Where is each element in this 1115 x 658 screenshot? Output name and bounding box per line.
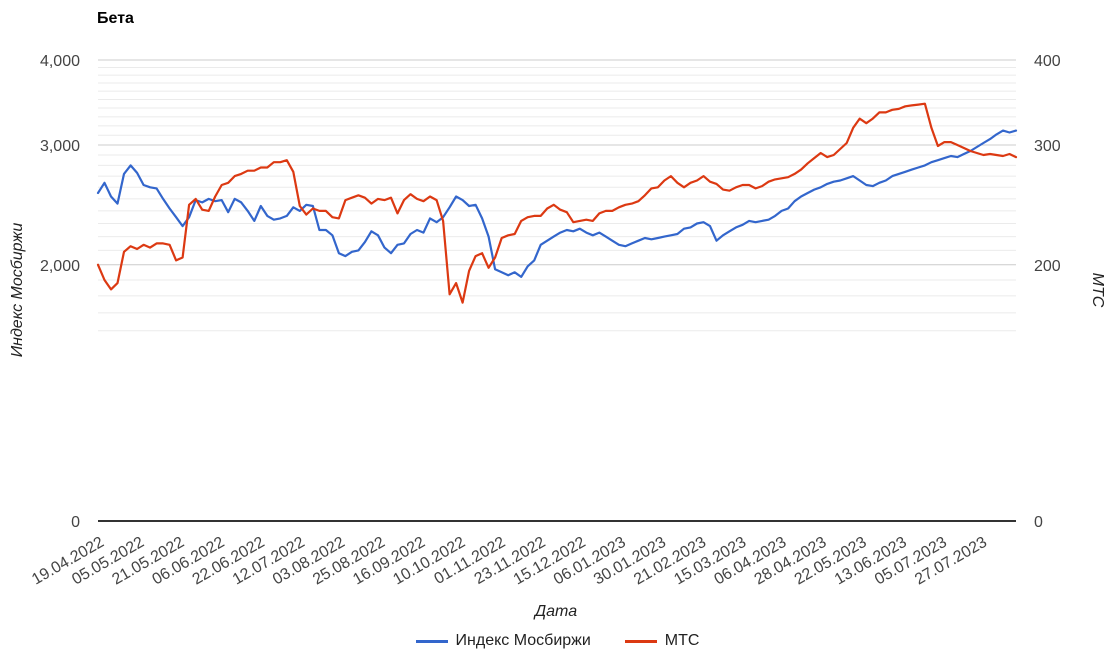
y-right-tick-label: 400 [1034,53,1061,70]
legend-item-mts[interactable]: МТС [624,632,700,650]
legend: Индекс Мосбиржи МТС [0,632,1115,650]
chart-title: Бета [97,10,134,27]
y-axis-right-label: МТС [1089,272,1106,308]
y-right-tick-label: 200 [1034,258,1061,275]
tick-labels: 4,0003,0002,0000400300200019.04.202205.0… [29,53,1061,589]
series-line-mts [96,102,1018,304]
y-axis-left-label: Индекс Мосбиржи [9,222,26,358]
legend-label-moex: Индекс Мосбиржи [455,632,591,649]
y-left-tick-label: 0 [71,514,80,531]
series-lines [96,102,1018,304]
y-left-tick-label: 4,000 [40,53,80,70]
x-axis-label: Дата [534,603,578,620]
legend-swatch-mts [624,639,657,643]
y-left-tick-label: 2,000 [40,258,80,275]
y-right-tick-label: 300 [1034,138,1061,155]
series-line-moex [96,129,1018,278]
y-right-tick-label: 0 [1034,514,1043,531]
legend-swatch-moex [415,639,448,643]
legend-label-mts: МТС [664,632,700,649]
legend-item-moex[interactable]: Индекс Мосбиржи [415,632,591,650]
y-left-tick-label: 3,000 [40,138,80,155]
grid-lines [98,59,1016,332]
